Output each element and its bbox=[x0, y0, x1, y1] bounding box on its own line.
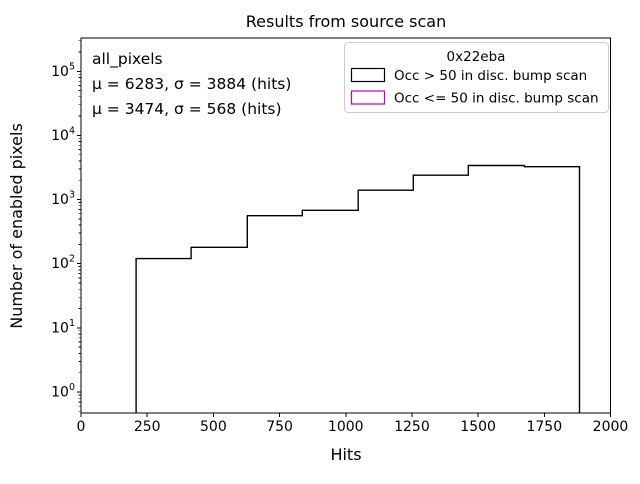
legend-entry-label: Occ > 50 in disc. bump scan bbox=[394, 68, 587, 84]
stats-annotation-line: μ = 6283, σ = 3884 (hits) bbox=[92, 75, 291, 93]
stats-annotation-line: μ = 3474, σ = 568 (hits) bbox=[92, 100, 282, 118]
y-tick-exponent: 0 bbox=[69, 382, 75, 393]
x-axis-tick-label: 1750 bbox=[526, 419, 562, 435]
legend-title: 0x22eba bbox=[447, 49, 506, 65]
legend-box bbox=[344, 42, 609, 113]
legend-entries: Occ > 50 in disc. bump scan Occ <= 50 in … bbox=[350, 67, 599, 107]
y-tick-exponent: 4 bbox=[69, 125, 75, 136]
x-axis-tick-label: 0 bbox=[77, 419, 86, 435]
x-axis-tick-label: 1250 bbox=[394, 419, 430, 435]
stats-annotations: all_pixels μ = 6283, σ = 3884 (hits) μ = 3… bbox=[92, 50, 291, 118]
legend-entry-label: Occ <= 50 in disc. bump scan bbox=[394, 91, 599, 107]
plot-area: 0 250 500 750 1000 1250 1500 1750 20001001011021… bbox=[51, 37, 629, 435]
x-axis-tick-label: 1500 bbox=[460, 419, 496, 435]
legend-swatch-occ-gt-50 bbox=[350, 67, 386, 83]
y-tick-exponent: 5 bbox=[69, 61, 75, 72]
legend-swatch-occ-le-50 bbox=[350, 90, 386, 105]
x-axis-label: Hits bbox=[330, 445, 361, 464]
histogram-step-outline bbox=[135, 164, 581, 413]
x-axis-tick-label: 750 bbox=[266, 419, 293, 435]
stats-annotation-line: all_pixels bbox=[92, 50, 163, 69]
y-axis-label: Number of enabled pixels bbox=[7, 123, 26, 329]
x-axis-tick-label: 250 bbox=[134, 419, 161, 435]
axes-spines bbox=[80, 37, 611, 414]
y-tick-exponent: 1 bbox=[69, 318, 75, 329]
y-tick-exponent: 3 bbox=[69, 190, 75, 201]
x-axis-tick-label: 1000 bbox=[328, 419, 364, 435]
x-axis-tick-label: 500 bbox=[200, 419, 227, 435]
x-axis-tick-label: 2000 bbox=[593, 419, 629, 435]
legend: 0x22eba Occ > 50 in disc. bump scan Occ <… bbox=[344, 42, 609, 113]
y-tick-exponent: 2 bbox=[69, 254, 75, 265]
chart-title: Results from source scan bbox=[246, 12, 446, 31]
